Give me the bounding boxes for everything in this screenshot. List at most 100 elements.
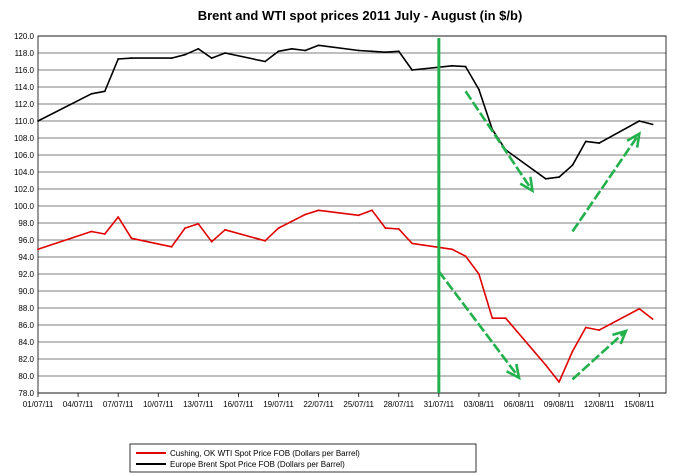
data-point [277, 227, 280, 230]
x-tick-label: 15/08/11 [624, 400, 655, 409]
y-tick-label: 82.0 [18, 355, 34, 364]
trend-arrow-head [626, 131, 641, 148]
data-point [491, 317, 494, 320]
data-point [584, 326, 587, 329]
data-point [90, 230, 93, 233]
y-tick-label: 108.0 [14, 134, 35, 143]
data-point [103, 233, 106, 235]
plot-area: 78.0 80.0 82.0 84.0 86.0 88.0 90.0 92.0 94.0 96.0… [14, 32, 667, 409]
y-tick-label: 118.0 [15, 49, 35, 58]
y-tick-label: 110.0 [15, 117, 35, 126]
data-point [384, 51, 387, 54]
y-tick-label: 104.0 [14, 168, 35, 177]
data-point [544, 364, 547, 366]
x-tick-label: 25/07/11 [343, 400, 374, 409]
y-tick-label: 84.0 [18, 338, 34, 347]
data-point [598, 142, 601, 145]
x-tick-label: 04/07/11 [63, 400, 94, 409]
data-point [117, 216, 120, 218]
data-point [464, 65, 467, 68]
data-point [130, 237, 133, 240]
data-point [651, 318, 654, 320]
trend-arrow-shaft [437, 270, 521, 379]
trend-arrow-head [519, 176, 535, 194]
x-tick-label: 19/07/11 [263, 400, 294, 409]
y-tick-label: 100.0 [14, 202, 35, 211]
data-point [170, 245, 173, 248]
x-tick-label: 10/07/11 [143, 400, 174, 409]
data-point [558, 176, 561, 179]
y-tick-label: 86.0 [18, 321, 34, 330]
data-point [504, 317, 507, 320]
data-point [197, 47, 200, 50]
data-point [317, 209, 320, 212]
data-point [571, 350, 574, 353]
data-point [317, 44, 320, 47]
y-tick-label: 98.0 [18, 219, 34, 228]
data-point [478, 88, 480, 91]
data-point [464, 255, 467, 258]
data-point [371, 209, 373, 212]
data-point [264, 60, 267, 63]
y-tick-label: 112.0 [15, 100, 35, 109]
y-tick-label: 116.0 [15, 66, 35, 75]
series-line [37, 209, 654, 383]
data-point [210, 57, 213, 59]
data-point [584, 140, 587, 143]
data-point [290, 47, 293, 50]
legend-box [129, 443, 477, 473]
data-point [184, 227, 186, 230]
data-point [558, 381, 561, 383]
data-point [224, 52, 226, 54]
data-point [304, 213, 307, 216]
chart-title: Brent and WTI spot prices 2011 July - Au… [198, 8, 523, 23]
x-tick-label: 13/07/11 [183, 400, 214, 409]
y-tick-label: 94.0 [18, 253, 34, 262]
data-point [357, 49, 360, 52]
legend: Cushing, OK WTI Spot Price FOB (Dollars … [129, 443, 477, 473]
y-tick-label: 92.0 [18, 270, 34, 279]
data-point [304, 49, 307, 52]
data-point [90, 92, 93, 95]
data-point [184, 53, 186, 56]
x-tick-label: 12/08/11 [584, 400, 615, 409]
x-tick-label: 01/07/11 [23, 400, 54, 409]
data-point [37, 248, 39, 251]
trend-arrow-head [505, 363, 521, 381]
x-tick-label: 09/08/11 [544, 400, 575, 409]
y-tick-label: 102.0 [14, 185, 35, 194]
x-tick-label: 22/07/11 [303, 400, 334, 409]
data-point [384, 227, 387, 230]
series-line [37, 44, 653, 180]
y-tick-label: 114.0 [15, 83, 35, 92]
trend-arrow [571, 328, 629, 381]
trend-arrow-head [612, 328, 629, 345]
trend-arrow [437, 270, 521, 381]
data-point [37, 120, 39, 122]
data-point [117, 58, 120, 60]
data-point [651, 123, 654, 126]
data-point [478, 273, 480, 275]
data-point [451, 248, 454, 251]
data-point [210, 240, 213, 243]
data-point [397, 50, 400, 53]
data-point [371, 50, 373, 53]
data-point [598, 329, 601, 331]
x-tick-label: 28/07/11 [383, 400, 414, 409]
x-tick-label: 03/08/11 [464, 400, 495, 409]
data-point [571, 164, 574, 167]
plot-border [37, 35, 667, 394]
legend-label: Cushing, OK WTI Spot Price FOB (Dollars … [170, 449, 360, 458]
y-tick-label: 88.0 [18, 304, 34, 313]
data-point [451, 64, 454, 67]
y-tick-label: 96.0 [18, 236, 34, 245]
y-tick-label: 120.0 [14, 32, 35, 41]
trend-arrow [571, 131, 641, 233]
x-tick-label: 06/08/11 [504, 400, 535, 409]
x-tick-label: 07/07/11 [103, 400, 134, 409]
data-point [411, 69, 414, 71]
data-point [638, 120, 641, 122]
data-point [224, 228, 226, 231]
